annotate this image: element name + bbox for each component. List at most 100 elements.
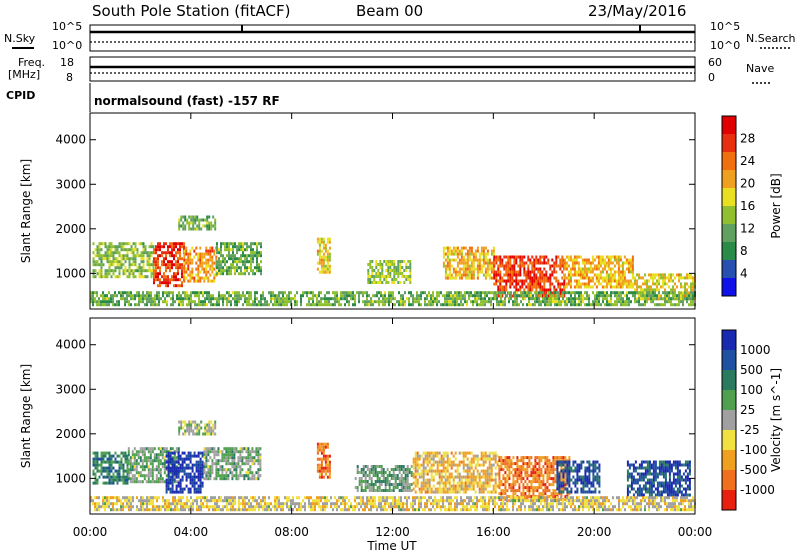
velocity-echo-cell — [209, 465, 212, 469]
power-echo-cell — [493, 264, 496, 268]
power-echo-cell — [476, 303, 478, 307]
power-echo-cell — [565, 261, 568, 265]
power-echo-cell — [628, 300, 630, 304]
power-echo-cell — [270, 294, 272, 298]
power-echo-cell — [276, 297, 278, 301]
velocity-echo-cell — [205, 459, 208, 463]
power-echo-cell — [142, 251, 145, 255]
velocity-echo-cell — [420, 481, 423, 485]
power-echo-cell — [388, 291, 390, 295]
power-echo-cell — [622, 291, 624, 295]
power-echo-cell — [228, 251, 230, 255]
power-echo-cell — [627, 258, 630, 262]
power-echo-cell — [494, 291, 496, 295]
velocity-echo-cell — [384, 489, 387, 492]
power-echo-cell — [654, 288, 656, 292]
power-echo-cell — [371, 281, 374, 284]
power-echo-cell — [104, 272, 107, 276]
power-echo-cell — [567, 264, 570, 268]
power-echo-cell — [184, 218, 187, 222]
velocity-echo-cell — [199, 451, 202, 455]
power-echo-cell — [468, 258, 471, 262]
power-echo-cell — [587, 282, 590, 286]
velocity-echo-cell — [255, 459, 258, 463]
power-echo-cell — [408, 300, 410, 304]
velocity-echo-cell — [554, 495, 557, 499]
velocity-echo-cell — [506, 477, 509, 481]
velocity-echo-cell — [510, 471, 513, 475]
power-echo-cell — [196, 291, 198, 295]
power-echo-cell — [560, 300, 562, 304]
velocity-echo-cell — [173, 478, 176, 482]
velocity-echo-cell — [466, 457, 469, 461]
power-echo-cell — [146, 294, 148, 298]
velocity-echo-cell — [143, 477, 146, 481]
power-echo-cell — [138, 242, 141, 246]
power-echo-cell — [318, 261, 321, 265]
power-echo-cell — [136, 291, 138, 295]
velocity-echo-cell — [418, 463, 421, 467]
velocity-echo-cell — [430, 475, 433, 479]
power-echo-cell — [322, 246, 325, 250]
power-echo-cell — [595, 279, 598, 283]
velocity-echo-cell — [231, 453, 234, 457]
velocity-echo-cell — [468, 460, 471, 464]
power-echo-cell — [110, 245, 113, 249]
power-echo-cell — [195, 246, 198, 250]
power-echo-cell — [515, 261, 518, 265]
power-echo-cell — [100, 254, 103, 258]
velocity-echo-cell — [464, 454, 467, 458]
power-echo-cell — [674, 297, 676, 301]
velocity-echo-cell — [380, 489, 383, 492]
power-echo-cell — [640, 291, 642, 295]
power-echo-cell — [615, 270, 618, 274]
power-echo-cell — [159, 278, 161, 282]
power-echo-cell — [200, 303, 202, 307]
velocity-echo-cell — [171, 475, 174, 479]
power-echo-cell — [446, 273, 449, 277]
velocity-echo-cell — [502, 459, 505, 463]
power-echo-cell — [476, 300, 478, 304]
velocity-echo-cell — [484, 454, 487, 458]
power-echo-cell — [686, 297, 688, 301]
power-echo-cell — [207, 249, 210, 253]
power-echo-cell — [197, 267, 200, 271]
power-echo-cell — [179, 248, 181, 252]
power-echo-cell — [258, 251, 260, 255]
velocity-echo-cell — [544, 471, 547, 475]
velocity-echo-cell — [526, 495, 529, 499]
velocity-echo-cell — [209, 474, 212, 478]
velocity-echo-cell — [360, 486, 363, 489]
power-echo-cell — [625, 282, 628, 286]
velocity-echo-cell — [392, 486, 395, 489]
velocity-echo-cell — [514, 468, 517, 472]
power-echo-cell — [167, 263, 169, 267]
velocity-echo-cell — [406, 465, 409, 468]
power-echo-cell — [218, 291, 220, 295]
power-echo-cell — [616, 300, 618, 304]
power-echo-cell — [102, 257, 105, 261]
velocity-echo-cell — [454, 487, 457, 491]
velocity-echo-cell — [354, 486, 357, 489]
power-echo-cell — [446, 300, 448, 304]
velocity-echo-cell — [214, 420, 217, 424]
power-echo-cell — [254, 297, 256, 301]
velocity-echo-cell — [249, 459, 252, 463]
velocity-echo-cell — [198, 426, 201, 430]
power-echo-cell — [498, 303, 500, 307]
power-echo-cell — [205, 264, 208, 268]
velocity-echo-cell — [428, 481, 431, 485]
power-echo-cell — [563, 267, 566, 271]
power-echo-cell — [650, 276, 652, 280]
power-echo-cell — [157, 248, 159, 252]
power-echo-cell — [177, 248, 179, 252]
power-echo-cell — [391, 269, 394, 272]
velocity-echo-cell — [122, 463, 125, 467]
velocity-echo-cell — [386, 477, 389, 480]
velocity-echo-cell — [476, 460, 479, 464]
velocity-echo-cell — [126, 481, 129, 485]
velocity-echo-cell — [157, 465, 160, 469]
power-echo-cell — [106, 272, 109, 276]
power-echo-cell — [636, 273, 638, 277]
power-echo-cell — [220, 251, 222, 255]
